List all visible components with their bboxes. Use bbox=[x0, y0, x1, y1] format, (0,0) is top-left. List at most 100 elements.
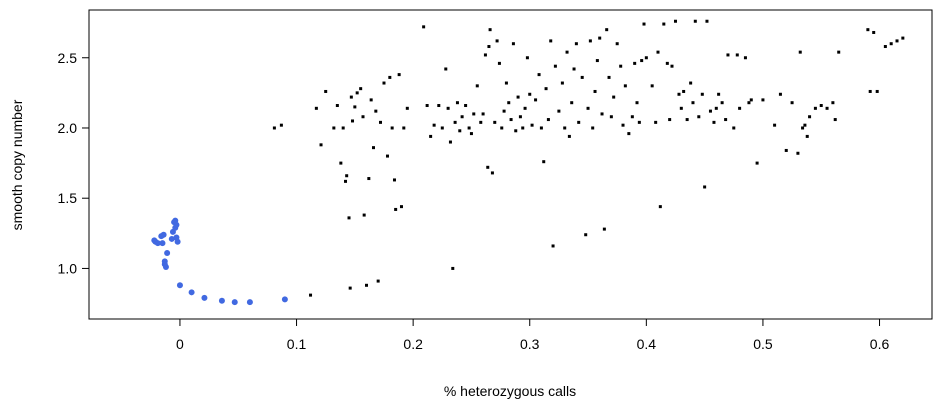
scatter-point bbox=[637, 120, 641, 124]
scatter-point bbox=[714, 106, 718, 110]
scatter-point bbox=[627, 132, 631, 136]
y-axis-title: smooth copy number bbox=[9, 99, 25, 230]
x-tick-label: 0.1 bbox=[287, 336, 307, 352]
scatter-point bbox=[231, 299, 238, 306]
scatter-point bbox=[362, 213, 366, 217]
scatter-point bbox=[448, 140, 452, 144]
scatter-point bbox=[621, 123, 625, 127]
scatter-point bbox=[392, 178, 396, 182]
scatter-point bbox=[755, 161, 759, 165]
scatter-point bbox=[644, 56, 648, 60]
scatter-point bbox=[359, 87, 363, 91]
scatter-point bbox=[553, 64, 557, 68]
scatter-point bbox=[488, 28, 492, 32]
scatter-point bbox=[895, 39, 899, 43]
scatter-point bbox=[803, 123, 807, 127]
scatter-point bbox=[464, 104, 468, 108]
scatter-point bbox=[685, 118, 689, 122]
scatter-point bbox=[497, 61, 501, 65]
scatter-point bbox=[341, 126, 345, 130]
scatter-point bbox=[281, 296, 288, 303]
scatter-point bbox=[511, 42, 515, 46]
scatter-point bbox=[784, 148, 788, 152]
scatter-point bbox=[580, 75, 584, 79]
scatter-point bbox=[349, 95, 353, 99]
scatter-point bbox=[697, 115, 701, 119]
scatter-point bbox=[743, 56, 747, 60]
scatter-point bbox=[602, 227, 606, 231]
scatter-point bbox=[691, 101, 695, 105]
y-axis: 1.0 1.5 2.0 2.5 bbox=[58, 50, 89, 276]
scatter-point bbox=[324, 89, 328, 93]
scatter-point bbox=[495, 39, 499, 43]
scatter-point bbox=[778, 92, 782, 96]
scatter-point bbox=[525, 56, 529, 60]
scatter-point bbox=[586, 106, 590, 110]
scatter-point bbox=[689, 81, 693, 85]
scatter-point bbox=[159, 240, 166, 247]
scatter-point bbox=[700, 92, 704, 96]
scatter-point bbox=[656, 50, 660, 54]
scatter-point bbox=[749, 98, 753, 102]
scatter-point bbox=[668, 118, 672, 122]
scatter-point bbox=[796, 151, 800, 155]
scatter-point bbox=[901, 36, 905, 40]
scatter-point bbox=[458, 129, 462, 133]
scatter-point bbox=[619, 64, 623, 68]
scatter-point bbox=[507, 101, 511, 105]
scatter-point bbox=[355, 91, 359, 95]
scatter-point bbox=[174, 238, 181, 245]
scatter-point bbox=[593, 89, 597, 93]
scatter-point bbox=[588, 39, 592, 43]
scatter-point bbox=[889, 42, 893, 46]
scatter-point bbox=[658, 205, 662, 209]
scatter-point bbox=[518, 115, 522, 119]
scatter-point bbox=[467, 126, 471, 130]
scatter-point bbox=[693, 19, 697, 23]
scatter-point bbox=[717, 92, 721, 96]
scatter-point bbox=[429, 134, 433, 138]
scatter-point bbox=[344, 179, 348, 183]
scatter-point bbox=[365, 283, 369, 287]
scatter-point bbox=[623, 84, 627, 88]
scatter-point bbox=[376, 279, 380, 283]
scatter-point bbox=[453, 120, 457, 124]
scatter-point bbox=[394, 207, 398, 211]
scatter-point bbox=[805, 134, 809, 138]
scatter-point bbox=[382, 81, 386, 85]
scatter-point bbox=[388, 75, 392, 79]
scatter-point bbox=[509, 118, 513, 122]
x-tick-label: 0.2 bbox=[403, 336, 423, 352]
scatter-point bbox=[831, 101, 835, 105]
x-tick-label: 0 bbox=[176, 336, 184, 352]
scatter-point bbox=[460, 115, 464, 119]
data-points bbox=[151, 19, 905, 306]
scatter-point bbox=[598, 36, 602, 40]
scatter-point bbox=[218, 297, 225, 304]
scatter-point bbox=[708, 109, 712, 113]
scatter-point bbox=[712, 120, 716, 124]
scatter-point bbox=[353, 105, 357, 109]
scatter-point bbox=[773, 123, 777, 127]
scatter-point bbox=[201, 294, 208, 301]
scatter-point bbox=[332, 126, 336, 130]
scatter-point bbox=[335, 104, 339, 108]
scatter-point bbox=[472, 112, 476, 116]
scatter-point bbox=[351, 119, 355, 123]
scatter-point bbox=[164, 249, 171, 256]
scatter-point bbox=[703, 185, 707, 189]
scatter-point bbox=[160, 231, 167, 238]
y-tick-label: 1.0 bbox=[58, 260, 78, 276]
scatter-point bbox=[437, 104, 441, 108]
scatter-point bbox=[574, 42, 578, 46]
scatter-point bbox=[347, 216, 351, 220]
scatter-point bbox=[633, 61, 637, 65]
plot-frame bbox=[88, 9, 933, 320]
scatter-point bbox=[761, 98, 765, 102]
scatter-point bbox=[584, 233, 588, 237]
scatter-point bbox=[319, 143, 323, 147]
scatter-point bbox=[173, 221, 180, 228]
scatter-point bbox=[549, 39, 553, 43]
scatter-point bbox=[546, 118, 550, 122]
